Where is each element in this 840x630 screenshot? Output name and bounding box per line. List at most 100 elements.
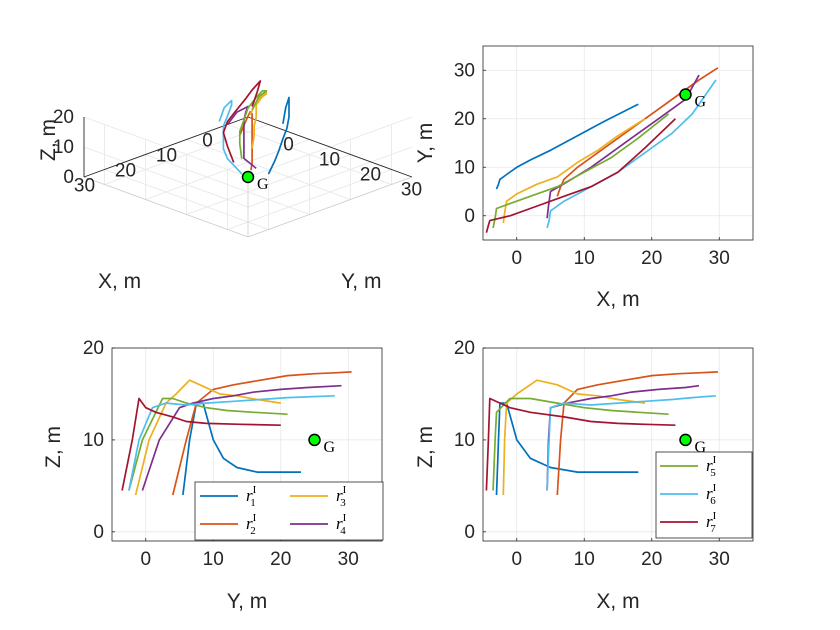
series-line-r7 xyxy=(485,397,676,491)
plot-xy-goal: G xyxy=(679,88,707,111)
series-line-r3 xyxy=(502,379,646,496)
grid-line-floor-y xyxy=(186,154,351,215)
y-tick-label: 10 xyxy=(454,430,475,451)
grid-line-wall-z xyxy=(83,146,249,208)
legend-label-r3: rI 3 xyxy=(336,484,347,509)
series-line-r6 xyxy=(218,99,243,175)
series-line-r7 xyxy=(121,397,281,491)
x-axis-label: X, m xyxy=(596,288,639,311)
series-line-r5 xyxy=(492,397,669,491)
z-tick-label: 20 xyxy=(53,107,74,128)
y-axis-label: Y, m xyxy=(414,123,437,163)
x-tick-label: 20 xyxy=(270,549,291,570)
plot-xy-trajectories: 0 10 20 30 0 10 20 30 G X, m Y, m xyxy=(414,45,754,311)
y-axis-label: Z, m xyxy=(414,426,437,468)
series-line-r7 xyxy=(222,80,262,163)
goal-marker xyxy=(679,88,692,101)
plot-xy-area xyxy=(483,46,753,240)
y-tick-label: 20 xyxy=(83,338,104,359)
series-line-r5 xyxy=(492,113,670,229)
plot-xy-series xyxy=(485,67,719,233)
x-tick-label: 10 xyxy=(203,549,224,570)
z-tick-label: 10 xyxy=(53,137,74,158)
x-tick-label: 30 xyxy=(709,248,730,269)
series-line-r4 xyxy=(141,384,342,491)
series-line-r3 xyxy=(502,118,646,224)
x-tick-label: 30 xyxy=(709,549,730,570)
x-axis-label: X, m xyxy=(98,270,141,293)
plot-xy-grid xyxy=(483,46,753,240)
series-line-r1 xyxy=(267,96,290,175)
y-tick-label: 20 xyxy=(454,109,475,130)
y-tick-label: 0 xyxy=(93,522,104,543)
y-tick-label: 0 xyxy=(464,206,475,227)
plot-yz-series xyxy=(121,371,352,496)
series-line-r5 xyxy=(238,89,268,159)
legend-label-r4: rI 4 xyxy=(336,512,347,537)
x-tick-label: 0 xyxy=(511,549,522,570)
y-tick-label: 30 xyxy=(401,180,422,201)
series-line-r4 xyxy=(226,105,257,169)
legend-box xyxy=(655,451,753,539)
series-line-r2 xyxy=(239,110,253,171)
y-tick-label: 10 xyxy=(83,430,104,451)
series-line-r2 xyxy=(556,371,718,496)
box-edge-back xyxy=(247,176,413,238)
plot-yz-goal: G xyxy=(308,433,336,456)
plot-xz-frame xyxy=(482,347,754,542)
box-edge-back xyxy=(83,176,249,238)
x-tick-label: 10 xyxy=(574,248,595,269)
series-line-r3 xyxy=(249,91,268,149)
y-tick-label: 20 xyxy=(360,165,381,186)
x-tick-label: 20 xyxy=(641,248,662,269)
plot-xz-tick-labels: 0 10 20 30 0 10 20 xyxy=(454,338,730,570)
series-line-r4 xyxy=(546,74,700,219)
plot-yz-frame xyxy=(111,347,383,542)
x-tick-label: 10 xyxy=(574,549,595,570)
plot-3d-box xyxy=(83,116,413,238)
goal-label: G xyxy=(695,94,707,111)
goal-marker xyxy=(241,170,255,184)
x-tick-label: 10 xyxy=(156,146,177,167)
series-line-r5 xyxy=(128,397,288,491)
plot-xy-frame xyxy=(482,45,754,241)
x-tick-label: 0 xyxy=(202,131,213,152)
series-line-r1 xyxy=(495,103,639,190)
y-tick-label: 20 xyxy=(454,338,475,359)
y-tick-label: 0 xyxy=(283,135,294,156)
legend-label-r7: rI 7 xyxy=(706,510,717,535)
x-tick-label: 0 xyxy=(140,549,151,570)
plot-3d-goal: G xyxy=(241,170,269,193)
goal-marker xyxy=(679,433,692,447)
x-tick-label: 20 xyxy=(115,161,136,182)
z-axis-label: Z, m xyxy=(37,119,60,161)
plot-yz-legend: rI 1 rI 3 rI 2 rI 4 xyxy=(194,481,384,541)
goal-label: G xyxy=(324,439,336,456)
x-axis-label: Y, m xyxy=(227,590,267,613)
goal-label: G xyxy=(257,176,269,193)
x-tick-label: 20 xyxy=(641,549,662,570)
x-tick-label: 0 xyxy=(511,248,522,269)
y-tick-label: 10 xyxy=(454,157,475,178)
series-line-r3 xyxy=(134,379,281,496)
plot-xz-series xyxy=(485,371,718,496)
y-tick-label: 0 xyxy=(464,522,475,543)
x-axis-line xyxy=(83,116,249,178)
y-tick-label: 10 xyxy=(319,150,340,171)
series-line-r7 xyxy=(485,118,676,233)
x-tick-label: 30 xyxy=(74,176,95,197)
plot-3d-series xyxy=(218,80,290,175)
plot-xy-tick-labels: 0 10 20 30 0 10 20 30 xyxy=(454,60,730,269)
legend-label-r6: rI 6 xyxy=(706,482,717,507)
legend-box xyxy=(194,481,384,541)
plot-xz-legend: rI 5 rI 6 rI 7 xyxy=(655,451,753,539)
y-axis-label: Y, m xyxy=(341,270,381,293)
plot-yz-trajectories: 0 10 20 30 0 10 20 G rI 1 rI 3 rI 2 rI 4 Y, m Z, m xyxy=(42,338,384,613)
x-tick-label: 30 xyxy=(338,549,359,570)
legend-label-r1: rI 1 xyxy=(246,484,257,509)
goal-marker xyxy=(308,433,321,447)
plot-yz-tick-labels: 0 10 20 30 0 10 20 xyxy=(83,338,359,570)
